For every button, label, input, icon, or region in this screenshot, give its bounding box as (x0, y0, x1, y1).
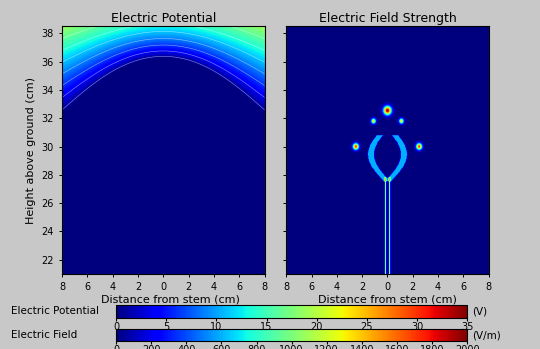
Text: Electric Potential: Electric Potential (11, 306, 99, 316)
Title: Electric Field Strength: Electric Field Strength (319, 12, 456, 25)
Text: Distance from stem (cm): Distance from stem (cm) (100, 295, 240, 305)
Text: Electric Field: Electric Field (11, 330, 77, 340)
Text: Distance from stem (cm): Distance from stem (cm) (318, 295, 457, 305)
Text: (V/m): (V/m) (472, 330, 501, 340)
Y-axis label: Height above ground (cm): Height above ground (cm) (26, 76, 36, 224)
Text: (V): (V) (472, 306, 488, 316)
Title: Electric Potential: Electric Potential (111, 12, 216, 25)
